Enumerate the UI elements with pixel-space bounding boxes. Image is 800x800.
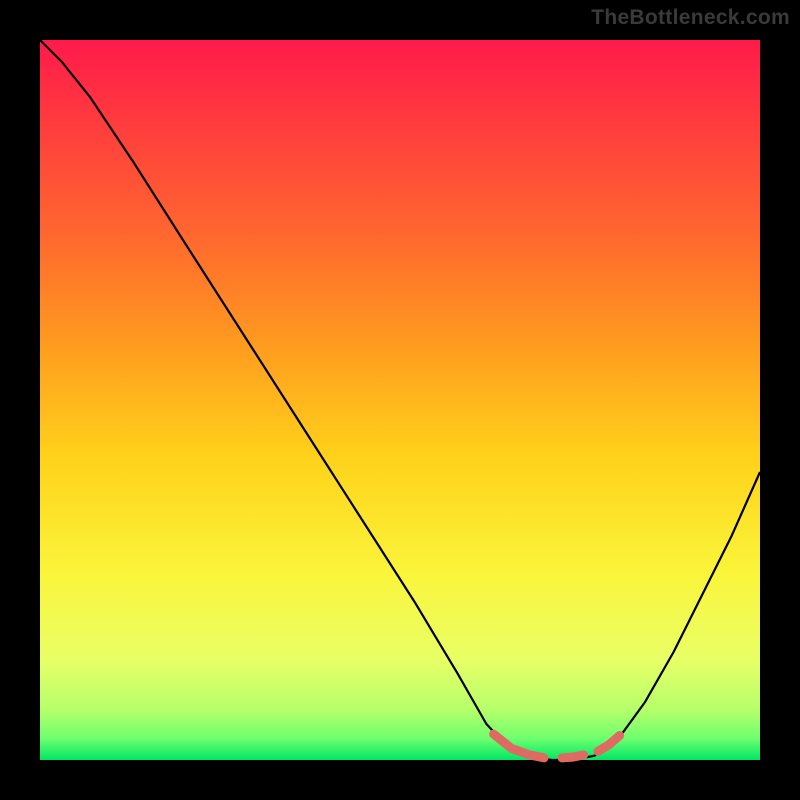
- bottleneck-curve-chart: [0, 0, 800, 800]
- plot-area: [40, 40, 760, 760]
- trough-highlight-1: [562, 755, 584, 758]
- site-watermark: TheBottleneck.com: [591, 6, 790, 30]
